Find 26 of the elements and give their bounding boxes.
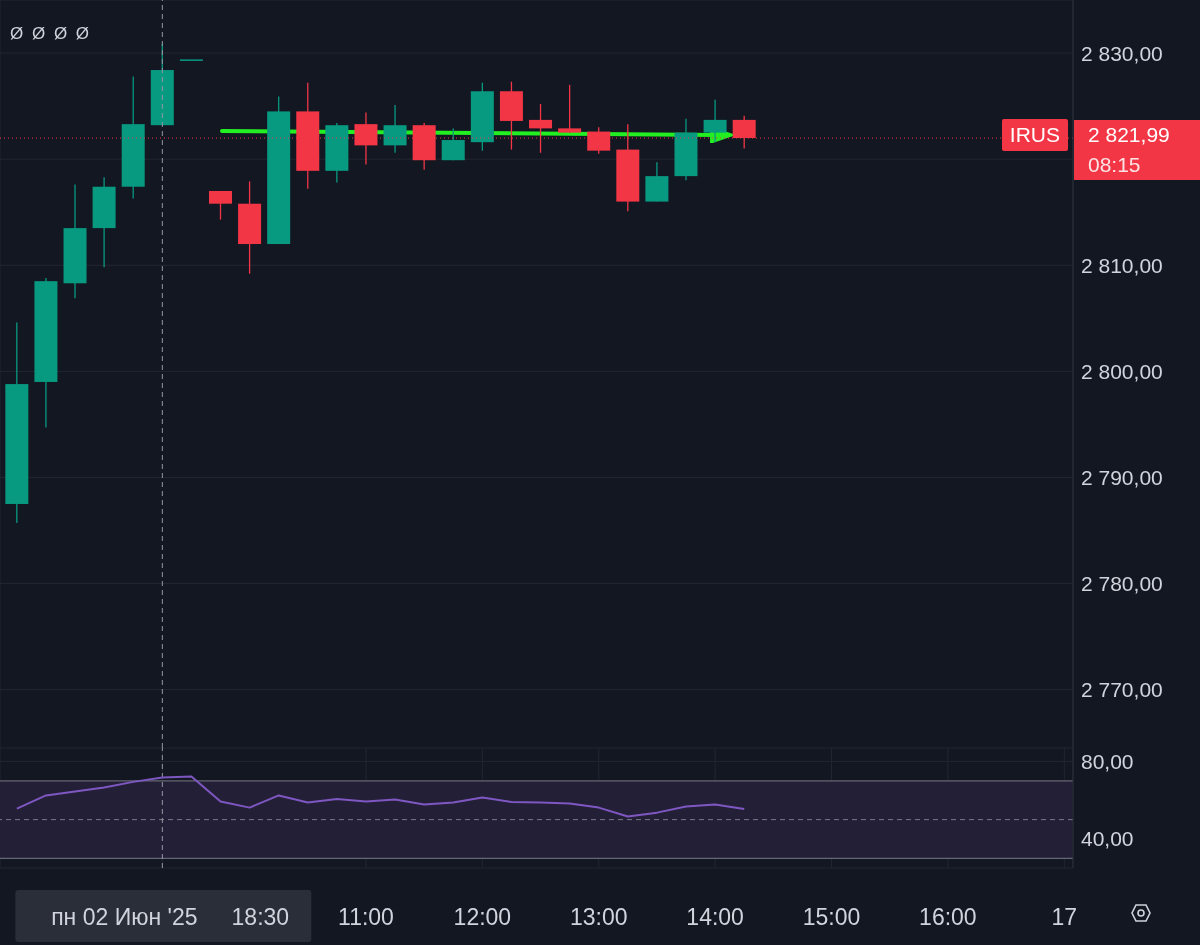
annotation: IRUS (1001, 119, 1068, 152)
x-tick-label: 13:00 (569, 904, 628, 930)
ref-line-label: 2 821,99 (1088, 122, 1171, 149)
y-tick-label: 80,00 (1081, 750, 1134, 773)
x-tick-label: 14:00 (686, 904, 744, 930)
y-tick-label: 2 810,00 (1081, 253, 1163, 277)
y-tick-label: 2 780,00 (1081, 572, 1163, 595)
candlestick (703, 99, 727, 143)
y-tick-label: 2 800,00 (1081, 359, 1163, 383)
y-tick-label: 2 790,00 (1081, 465, 1163, 489)
y-tick-label: 2 770,00 (1081, 678, 1163, 702)
y-tick-label: 40,00 (1081, 827, 1134, 851)
candlestick (558, 84, 582, 134)
x-tick-label: 17 (1051, 904, 1078, 930)
x-tick-label: 12:00 (453, 904, 512, 930)
x-tick-label: 15:00 (802, 904, 861, 930)
y-tick-label: 2 830,00 (1081, 41, 1163, 65)
category-label: пн 02 Июн '25 18:30 (51, 904, 290, 930)
candlestick (441, 127, 465, 161)
candlestick (208, 190, 232, 221)
x-tick-label: 16:00 (919, 904, 977, 930)
text: 08:15 (1088, 152, 1142, 179)
x-tick-label: 11:00 (338, 904, 394, 930)
annotation: Ø Ø Ø Ø (10, 24, 92, 44)
candlestick (383, 104, 407, 154)
line-series (15, 775, 746, 818)
